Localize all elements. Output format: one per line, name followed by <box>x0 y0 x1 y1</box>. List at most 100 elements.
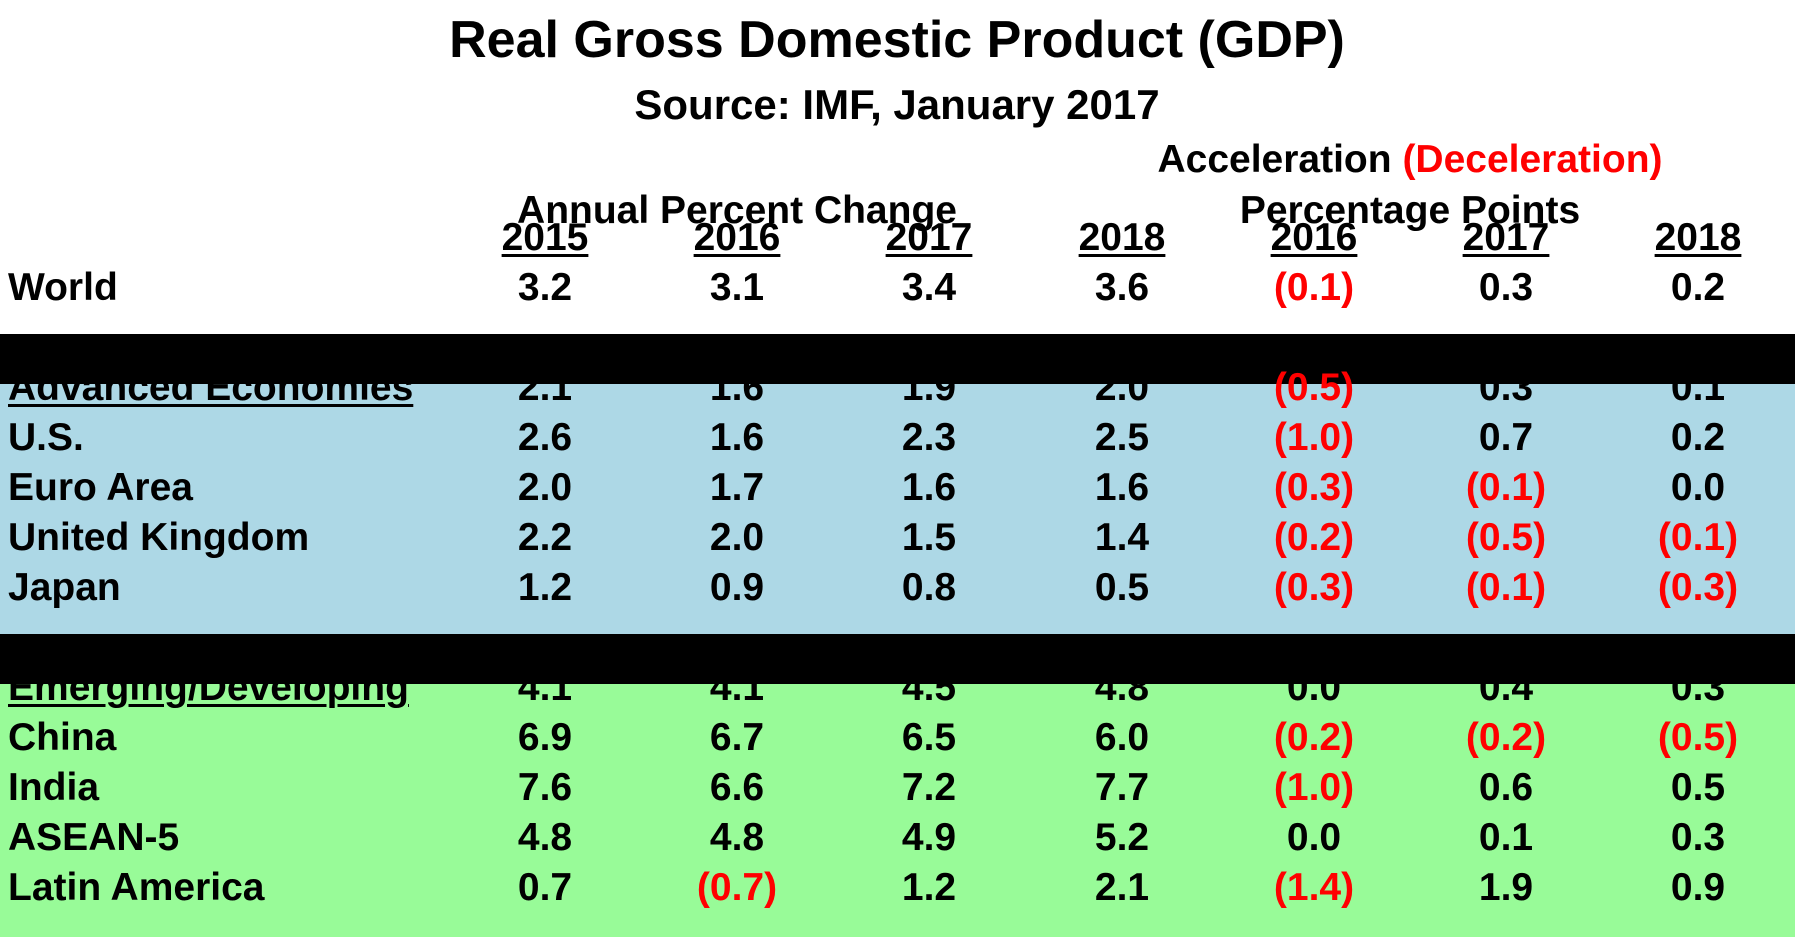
table-cell-negative: (1.0) <box>1273 766 1355 809</box>
table-cell-negative: (0.1) <box>1465 466 1547 509</box>
table-cell: 2.0 <box>1094 366 1150 409</box>
table-cell: 2.2 <box>517 516 573 559</box>
column-header-annual-2018: 2018 <box>1078 216 1166 259</box>
table-cell: 6.7 <box>709 716 765 759</box>
table-cell: 0.3 <box>1670 666 1726 709</box>
column-header-accel-2017: 2017 <box>1462 216 1550 259</box>
table-cell: 0.2 <box>1670 416 1726 459</box>
acceleration-label: Acceleration <box>1157 138 1392 181</box>
separator-bar-middle <box>0 634 1795 684</box>
deceleration-label: (Deceleration) <box>1402 138 1663 181</box>
table-cell-negative: (0.1) <box>1273 266 1355 309</box>
table-cell: 1.6 <box>1094 466 1150 509</box>
table-cell: 2.0 <box>709 516 765 559</box>
table-cell: 0.8 <box>901 566 957 609</box>
table-cell: 6.9 <box>517 716 573 759</box>
row-label: Japan <box>8 566 121 609</box>
table-cell: 4.1 <box>709 666 765 709</box>
table-cell: 5.2 <box>1094 816 1150 859</box>
table-cell-negative: (0.5) <box>1657 716 1739 759</box>
table-cell: 0.7 <box>517 866 573 909</box>
table-cell: 0.9 <box>709 566 765 609</box>
table-cell: 0.7 <box>1478 416 1534 459</box>
column-header-annual-2015: 2015 <box>501 216 589 259</box>
table-cell: 2.1 <box>517 366 573 409</box>
table-cell-negative: (0.2) <box>1465 716 1547 759</box>
table-cell: 2.1 <box>1094 866 1150 909</box>
table-cell-negative: (1.0) <box>1273 416 1355 459</box>
table-cell: 2.6 <box>517 416 573 459</box>
table-cell: 1.4 <box>1094 516 1150 559</box>
table-cell-negative: (1.4) <box>1273 866 1355 909</box>
table-cell-negative: (0.3) <box>1657 566 1739 609</box>
table-cell: 1.9 <box>901 366 957 409</box>
table-cell: 3.1 <box>709 266 765 309</box>
table-cell: 2.5 <box>1094 416 1150 459</box>
column-header-annual-2016: 2016 <box>693 216 781 259</box>
annual-percent-change-label: Annual Percent Change <box>517 189 957 232</box>
table-cell: 4.8 <box>517 816 573 859</box>
row-label: Latin America <box>8 866 265 909</box>
table-cell: 1.7 <box>709 466 765 509</box>
table-subtitle: Source: IMF, January 2017 <box>634 81 1160 128</box>
table-cell: 7.6 <box>517 766 573 809</box>
separator-bar-top <box>0 334 1795 384</box>
emerging-developing-band <box>0 684 1795 937</box>
table-cell-negative: (0.5) <box>1273 366 1355 409</box>
table-cell: 4.5 <box>901 666 957 709</box>
table-cell: 0.3 <box>1478 266 1534 309</box>
table-cell: 1.6 <box>709 366 765 409</box>
table-cell: 1.2 <box>517 566 573 609</box>
table-cell: 0.1 <box>1670 366 1726 409</box>
row-label: World <box>8 266 118 309</box>
row-label: United Kingdom <box>8 516 310 559</box>
column-header-accel-2018: 2018 <box>1654 216 1742 259</box>
table-cell: 0.3 <box>1478 366 1534 409</box>
row-label: India <box>8 766 100 809</box>
percentage-points-label: Percentage Points <box>1239 189 1581 232</box>
group-heading-label: Emerging/Developing <box>8 666 409 709</box>
table-cell: 1.6 <box>901 466 957 509</box>
table-cell: 7.7 <box>1094 766 1150 809</box>
table-cell: 6.0 <box>1094 716 1150 759</box>
row-label: ASEAN-5 <box>8 816 180 859</box>
table-cell: 0.5 <box>1094 566 1150 609</box>
table-cell: 3.6 <box>1094 266 1150 309</box>
table-cell: 0.4 <box>1478 666 1534 709</box>
table-cell: 0.1 <box>1478 816 1534 859</box>
table-cell: 1.6 <box>709 416 765 459</box>
row-label: China <box>8 716 117 759</box>
table-cell: 1.5 <box>901 516 957 559</box>
table-cell: 0.0 <box>1286 816 1342 859</box>
table-title: Real Gross Domestic Product (GDP) <box>449 11 1345 69</box>
table-cell-negative: (0.1) <box>1657 516 1739 559</box>
table-cell: 0.3 <box>1670 816 1726 859</box>
column-header-accel-2016: 2016 <box>1270 216 1358 259</box>
table-cell: 2.3 <box>901 416 957 459</box>
table-cell: 4.9 <box>901 816 957 859</box>
column-header-annual-2017: 2017 <box>885 216 973 259</box>
table-cell: 0.0 <box>1286 666 1342 709</box>
table-cell: 1.9 <box>1478 866 1534 909</box>
table-cell: 0.0 <box>1670 466 1726 509</box>
table-cell: 0.9 <box>1670 866 1726 909</box>
table-cell: 4.8 <box>1094 666 1150 709</box>
row-label: Euro Area <box>8 466 193 509</box>
table-cell: 0.6 <box>1478 766 1534 809</box>
table-cell-negative: (0.5) <box>1465 516 1547 559</box>
advanced-economies-band <box>0 384 1795 634</box>
table-cell-negative: (0.7) <box>696 866 778 909</box>
table-cell: 1.2 <box>901 866 957 909</box>
table-cell: 3.2 <box>517 266 573 309</box>
table-cell-negative: (0.3) <box>1273 566 1355 609</box>
table-cell: 7.2 <box>901 766 957 809</box>
table-cell: 6.5 <box>901 716 957 759</box>
table-cell: 4.8 <box>709 816 765 859</box>
row-label: U.S. <box>8 416 84 459</box>
table-cell: 0.5 <box>1670 766 1726 809</box>
table-cell: 3.4 <box>901 266 957 309</box>
table-cell: 4.1 <box>517 666 573 709</box>
table-cell: 2.0 <box>517 466 573 509</box>
table-cell-negative: (0.2) <box>1273 716 1355 759</box>
